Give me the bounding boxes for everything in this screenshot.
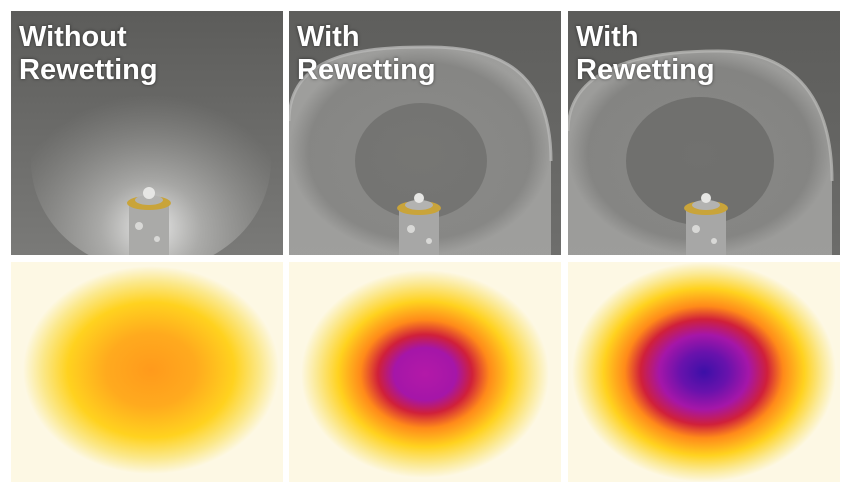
spray-photo bbox=[11, 11, 283, 255]
panel-caption: With Rewetting bbox=[576, 21, 715, 86]
heatmap-panel-without-rewetting bbox=[11, 262, 283, 482]
nozzle-icon bbox=[684, 193, 728, 255]
heatmap-image bbox=[568, 262, 840, 482]
nozzle-icon bbox=[127, 187, 171, 255]
heatmap-image bbox=[289, 262, 561, 482]
panel-caption: Without Rewetting bbox=[19, 21, 158, 86]
spray-photo bbox=[568, 11, 840, 255]
spray-photo bbox=[289, 11, 561, 255]
nozzle-icon bbox=[397, 193, 441, 255]
photo-panel-with-rewetting-1: With Rewetting bbox=[289, 11, 561, 255]
heatmap-panel-with-rewetting-2 bbox=[568, 262, 840, 482]
heatmap-panel-with-rewetting-1 bbox=[289, 262, 561, 482]
panel-caption: With Rewetting bbox=[297, 21, 436, 86]
heatmap-image bbox=[11, 262, 283, 482]
photo-panel-without-rewetting: Without Rewetting bbox=[11, 11, 283, 255]
photo-panel-with-rewetting-2: With Rewetting bbox=[568, 11, 840, 255]
